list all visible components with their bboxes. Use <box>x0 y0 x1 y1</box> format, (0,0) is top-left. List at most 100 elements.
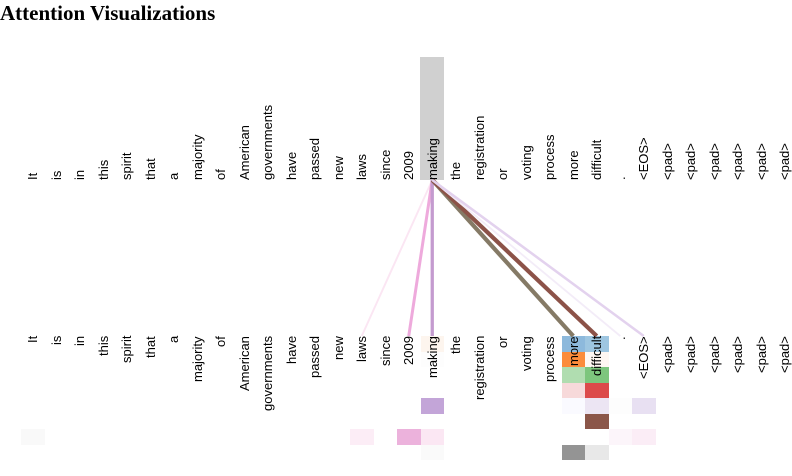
top-token[interactable]: since <box>377 149 393 180</box>
attention-line <box>407 179 434 337</box>
top-token[interactable]: that <box>142 158 158 180</box>
top-token[interactable]: making <box>424 138 440 180</box>
bottom-token[interactable]: <pad> <box>753 336 769 373</box>
top-token[interactable]: . <box>612 176 628 180</box>
top-token[interactable]: <pad> <box>753 143 769 180</box>
top-token[interactable]: have <box>283 151 299 180</box>
bottom-token[interactable]: registration <box>471 336 487 401</box>
attention-cell <box>561 336 585 352</box>
bottom-token[interactable]: is <box>48 336 64 346</box>
top-token[interactable]: <pad> <box>706 143 722 180</box>
attention-line <box>430 178 575 338</box>
bottom-token[interactable]: American <box>236 336 252 391</box>
bottom-token[interactable]: in <box>72 336 87 347</box>
attention-cell <box>561 444 585 460</box>
bottom-token[interactable]: <pad> <box>730 336 745 373</box>
top-token[interactable]: this <box>95 159 111 180</box>
attention-cell <box>21 429 45 445</box>
bottom-token[interactable]: laws <box>354 336 369 363</box>
bottom-token[interactable]: <pad> <box>659 336 675 373</box>
bottom-token[interactable]: <pad> <box>706 336 722 373</box>
top-token[interactable]: is <box>48 170 64 180</box>
top-token[interactable]: voting <box>518 145 534 180</box>
attention-cell <box>632 398 656 414</box>
top-token[interactable]: laws <box>354 153 369 180</box>
top-token[interactable]: new <box>330 156 346 180</box>
bottom-token[interactable]: It <box>25 336 40 344</box>
attention-cell <box>585 336 609 352</box>
top-token[interactable]: difficult <box>589 139 604 180</box>
bottom-token[interactable]: voting <box>518 336 534 371</box>
top-token[interactable]: <pad> <box>659 143 675 180</box>
attention-cell <box>561 367 585 383</box>
attention-cell <box>561 382 585 398</box>
attention-line <box>360 179 434 337</box>
bottom-token[interactable]: governments <box>260 336 275 412</box>
top-token[interactable]: a <box>166 172 181 180</box>
selected-token-highlight <box>420 57 444 180</box>
attention-line <box>430 178 599 338</box>
attention-cell <box>561 398 585 414</box>
bottom-token[interactable]: majority <box>189 336 205 382</box>
page-title: Attention Visualizations <box>0 1 216 25</box>
attention-line <box>431 179 621 337</box>
attention-cell <box>608 429 632 445</box>
bottom-token[interactable]: since <box>377 336 393 367</box>
top-token[interactable]: <pad> <box>777 143 792 180</box>
top-token[interactable]: <EOS> <box>636 137 651 180</box>
bottom-token[interactable]: more <box>565 336 581 366</box>
bottom-token[interactable]: the <box>448 336 463 355</box>
attention-cell <box>397 429 421 445</box>
top-token[interactable]: or <box>495 168 510 180</box>
top-token[interactable]: governments <box>260 104 275 180</box>
top-token[interactable]: passed <box>307 138 322 180</box>
top-token[interactable]: American <box>236 125 252 180</box>
bottom-token[interactable]: spirit <box>119 336 134 364</box>
top-token[interactable]: 2009 <box>401 151 416 180</box>
top-token[interactable]: registration <box>471 115 487 180</box>
attention-cell <box>585 367 609 383</box>
top-token[interactable]: more <box>565 150 581 180</box>
attention-cell <box>420 351 444 367</box>
attention-cell <box>420 429 444 445</box>
attention-cell <box>585 398 609 414</box>
attention-cell <box>561 351 585 367</box>
attention-cell <box>420 444 444 460</box>
bottom-token[interactable]: <EOS> <box>636 336 651 379</box>
top-token[interactable]: of <box>213 169 228 180</box>
top-token[interactable]: It <box>25 172 40 180</box>
top-token[interactable]: spirit <box>119 152 134 180</box>
attention-cell <box>608 398 632 414</box>
attention-cell <box>585 413 609 429</box>
bottom-token[interactable]: a <box>166 336 181 344</box>
bottom-token[interactable]: new <box>330 336 346 360</box>
attention-cell <box>585 382 609 398</box>
attention-cell <box>585 351 609 367</box>
top-token[interactable]: the <box>448 161 463 180</box>
bottom-token[interactable]: that <box>142 336 158 358</box>
top-token[interactable]: in <box>72 169 87 180</box>
top-token[interactable]: <pad> <box>730 143 745 180</box>
bottom-token[interactable]: this <box>95 336 111 357</box>
bottom-token[interactable]: passed <box>307 336 322 378</box>
bottom-token[interactable]: <pad> <box>683 336 698 373</box>
bottom-token[interactable]: <pad> <box>777 336 792 373</box>
bottom-token[interactable]: process <box>542 336 557 382</box>
top-token[interactable]: process <box>542 134 557 180</box>
bottom-token[interactable]: 2009 <box>401 336 416 365</box>
top-token[interactable]: majority <box>189 134 205 180</box>
bottom-token[interactable]: of <box>213 336 228 347</box>
bottom-token[interactable]: or <box>495 336 510 348</box>
bottom-token[interactable]: difficult <box>589 336 604 377</box>
attention-cell <box>585 444 609 460</box>
bottom-token[interactable]: . <box>612 336 628 340</box>
attention-cell <box>420 398 444 414</box>
attention-cell <box>420 336 444 352</box>
bottom-token[interactable]: have <box>283 336 299 365</box>
bottom-token[interactable]: making <box>424 336 440 378</box>
attention-cell <box>350 429 374 445</box>
attention-cell <box>632 429 656 445</box>
top-token[interactable]: <pad> <box>683 143 698 180</box>
attention-line <box>431 178 645 338</box>
